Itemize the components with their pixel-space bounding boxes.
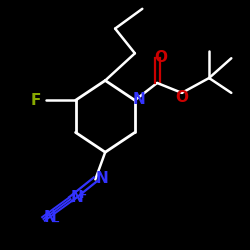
Text: O: O — [175, 90, 188, 105]
Text: O: O — [154, 50, 167, 65]
Text: N: N — [43, 210, 56, 225]
Text: N: N — [70, 190, 83, 206]
Text: −: − — [50, 217, 60, 227]
Text: +: + — [78, 190, 87, 200]
Text: N: N — [95, 171, 108, 186]
Text: F: F — [31, 93, 41, 108]
Text: N: N — [132, 92, 145, 106]
